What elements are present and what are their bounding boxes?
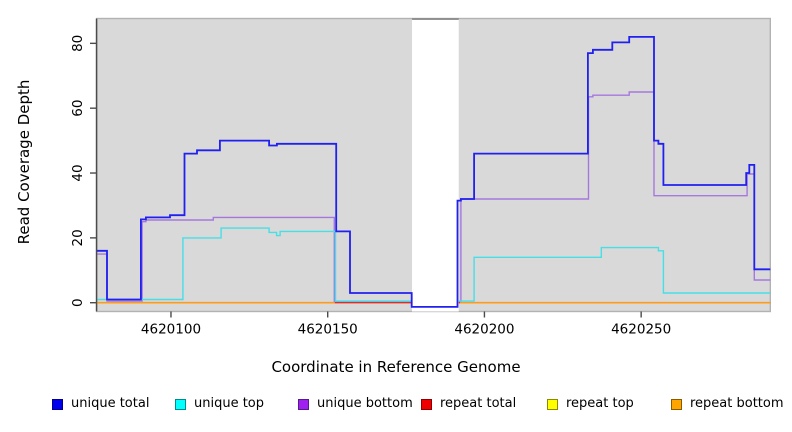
legend-item-unique-total: unique total <box>52 396 149 412</box>
y-tick-label: 40 <box>70 164 86 181</box>
y-tick-label: 80 <box>70 35 86 52</box>
series-unique-total <box>97 36 771 308</box>
unique-bottom-swatch-icon <box>298 398 309 410</box>
legend-item-repeat-top: repeat top <box>547 396 634 412</box>
legend-label: unique top <box>194 396 265 411</box>
unique-top-swatch-icon <box>175 398 186 410</box>
legend-item-unique-bottom: unique bottom <box>298 396 413 412</box>
series-unique-top <box>97 227 771 302</box>
y-axis-label: Read Coverage Depth <box>15 79 33 245</box>
x-axis-label: Coordinate in Reference Genome <box>271 358 521 376</box>
x-tick-label: 4620100 <box>141 322 201 338</box>
y-tick-label: 60 <box>70 100 86 117</box>
y-tick-label: 0 <box>70 298 86 307</box>
repeat-total-swatch-icon <box>421 398 432 410</box>
legend-item-repeat-total: repeat total <box>421 396 516 412</box>
legend-label: repeat bottom <box>690 396 784 411</box>
unique-total-swatch-icon <box>52 398 63 410</box>
legend-item-repeat-bottom: repeat bottom <box>671 396 784 412</box>
legend-label: repeat top <box>566 396 634 411</box>
x-tick-label: 4620150 <box>298 322 358 338</box>
no-data-gap-region <box>412 19 459 312</box>
repeat-top-swatch-icon <box>547 398 558 410</box>
x-tick-label: 4620250 <box>611 322 671 338</box>
y-tick-label: 20 <box>70 229 86 246</box>
legend-label: unique total <box>71 396 150 411</box>
repeat-bottom-swatch-icon <box>671 398 682 410</box>
x-tick-label: 4620200 <box>454 322 514 338</box>
series-unique-bottom <box>97 91 771 303</box>
legend-label: repeat total <box>440 396 517 411</box>
legend: unique total unique top unique bottom re… <box>0 396 792 416</box>
legend-label: unique bottom <box>317 396 413 411</box>
legend-item-unique-top: unique top <box>175 396 264 412</box>
